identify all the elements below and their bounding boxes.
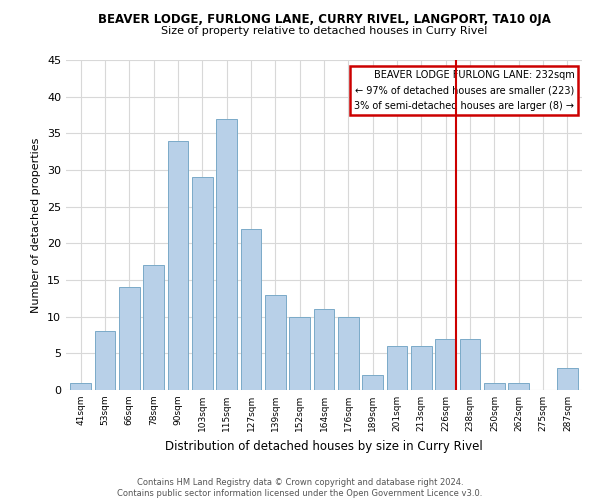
Text: BEAVER LODGE, FURLONG LANE, CURRY RIVEL, LANGPORT, TA10 0JA: BEAVER LODGE, FURLONG LANE, CURRY RIVEL,… [98,12,550,26]
Bar [484,382,505,390]
Bar [386,346,407,390]
Bar [192,178,212,390]
Bar [411,346,432,390]
Bar [362,376,383,390]
Bar [70,382,91,390]
Bar [508,382,529,390]
Y-axis label: Number of detached properties: Number of detached properties [31,138,41,312]
Bar [289,316,310,390]
Bar [241,228,262,390]
Bar [338,316,359,390]
Text: BEAVER LODGE FURLONG LANE: 232sqm
← 97% of detached houses are smaller (223)
3% : BEAVER LODGE FURLONG LANE: 232sqm ← 97% … [354,70,574,111]
Bar [314,310,334,390]
Text: Size of property relative to detached houses in Curry Rivel: Size of property relative to detached ho… [161,26,487,36]
Text: Contains HM Land Registry data © Crown copyright and database right 2024.
Contai: Contains HM Land Registry data © Crown c… [118,478,482,498]
Bar [95,332,115,390]
Bar [167,140,188,390]
Bar [265,294,286,390]
Bar [436,338,456,390]
Bar [216,118,237,390]
Bar [143,266,164,390]
Bar [460,338,481,390]
X-axis label: Distribution of detached houses by size in Curry Rivel: Distribution of detached houses by size … [165,440,483,452]
Bar [119,288,140,390]
Bar [557,368,578,390]
